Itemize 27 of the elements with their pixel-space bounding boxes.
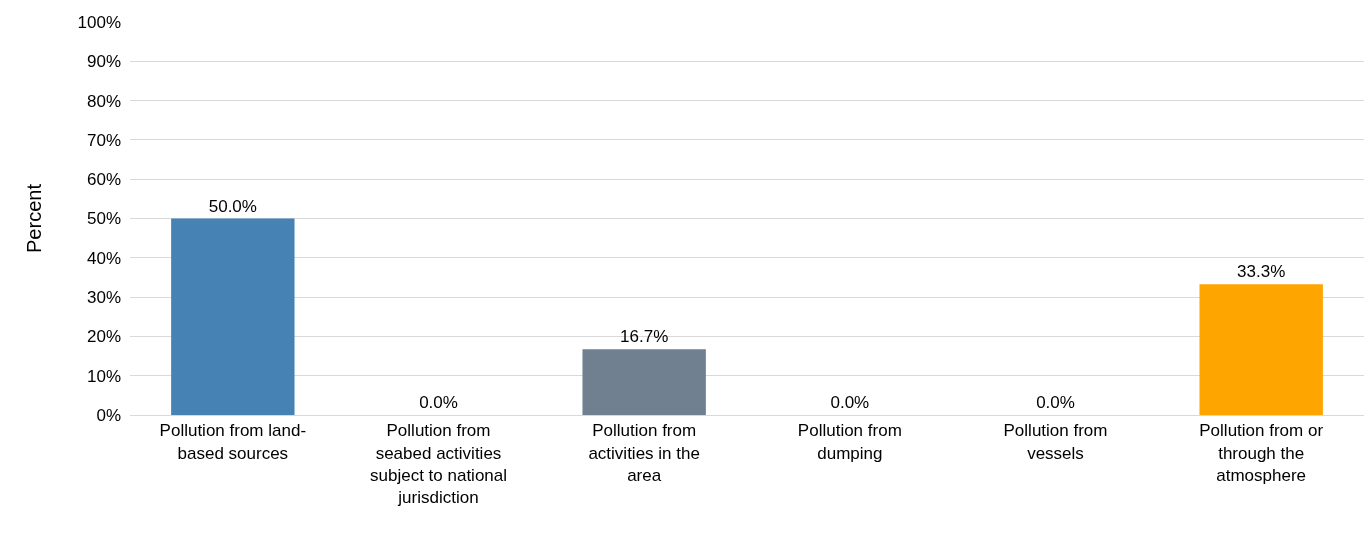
y-tick-label: 90% <box>86 52 121 72</box>
x-tick-label: Pollution from activities in the area <box>588 421 700 485</box>
y-tick-label: 20% <box>86 327 121 347</box>
x-tick-label: Pollution from seabed activities subject to national jurisdiction <box>369 421 508 507</box>
data-label: 16.7% <box>620 327 669 347</box>
y-tick-label: 80% <box>86 91 121 111</box>
bar <box>171 218 295 415</box>
bar <box>1199 284 1323 415</box>
y-tick-label: 100% <box>77 12 121 32</box>
y-tick-label: 40% <box>86 248 121 268</box>
x-tick-label: Pollution from vessels <box>1003 421 1108 463</box>
y-tick-label: 70% <box>86 130 121 150</box>
x-tick-label: Pollution from dumping <box>797 421 902 463</box>
x-tick-label: Pollution from land-based sources <box>159 421 307 463</box>
data-label: 0.0% <box>419 393 458 412</box>
data-label: 0.0% <box>830 393 870 412</box>
data-label: 0.0% <box>1036 393 1075 412</box>
bar <box>582 349 706 415</box>
y-tick-label: 10% <box>86 366 121 386</box>
data-label: 33.3% <box>1237 262 1286 282</box>
y-tick-label: 60% <box>86 170 121 190</box>
data-label: 50.0% <box>208 196 257 216</box>
y-tick-label: 30% <box>86 288 121 308</box>
y-tick-label: 50% <box>86 209 121 229</box>
y-axis-title: Percent <box>23 183 46 253</box>
x-tick-label: Pollution from or through the atmosphere <box>1199 421 1324 485</box>
y-tick-label: 0% <box>96 405 121 425</box>
